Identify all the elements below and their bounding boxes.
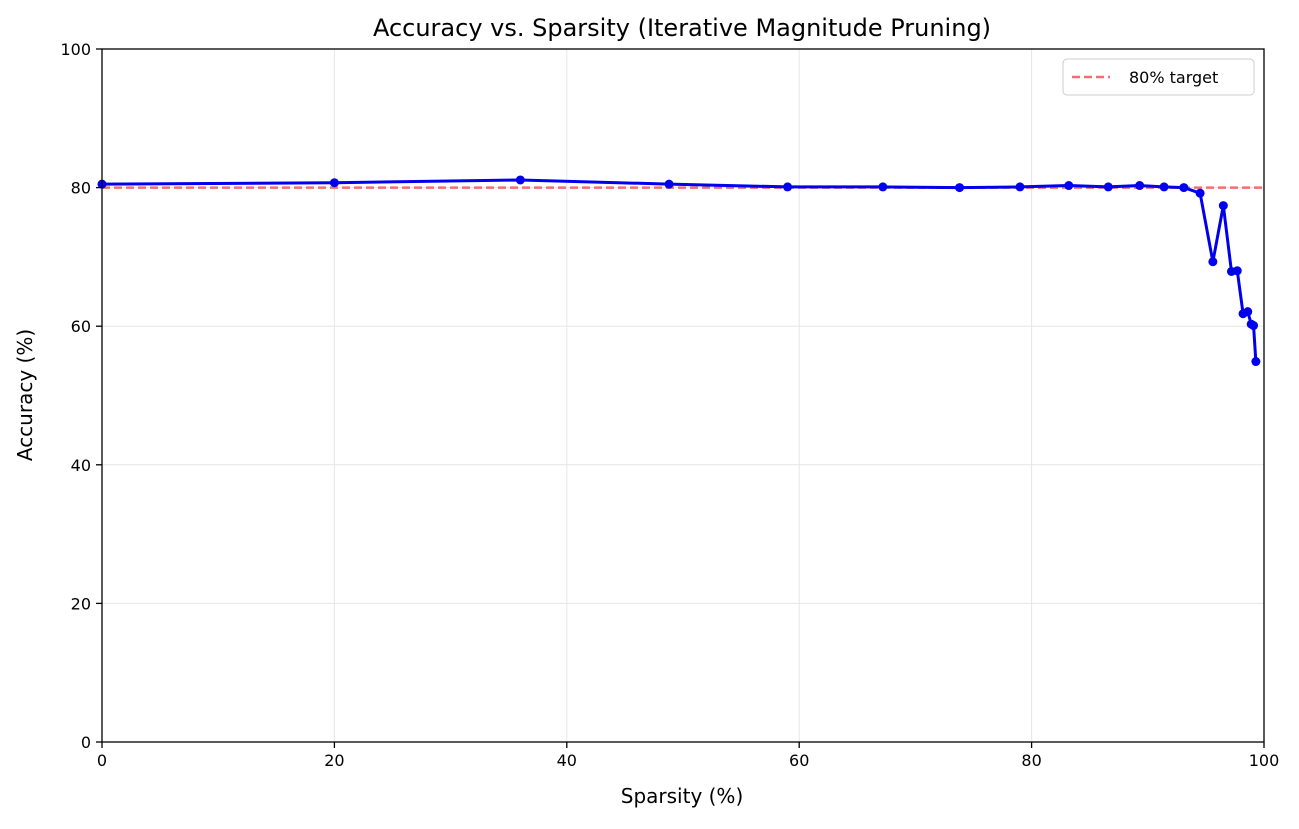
data-point — [1208, 257, 1218, 267]
legend-label: 80% target — [1129, 68, 1218, 87]
data-point — [1103, 182, 1113, 192]
legend-box — [1062, 58, 1255, 96]
y-tick-label: 0 — [81, 733, 91, 752]
plot-frame — [101, 48, 1265, 743]
y-tick-label: 20 — [71, 594, 91, 613]
x-tick-label: 100 — [1249, 751, 1280, 770]
data-point — [1015, 182, 1025, 192]
data-point — [1218, 201, 1228, 211]
data-point — [1195, 188, 1205, 198]
y-tick-label: 100 — [60, 40, 91, 59]
legend: 80% target — [1062, 58, 1255, 96]
x-tick-label: 80 — [1021, 751, 1041, 770]
data-point — [955, 183, 965, 193]
data-point — [1249, 321, 1259, 331]
data-point — [329, 178, 339, 188]
data-point — [1232, 266, 1242, 276]
y-tick-label: 60 — [71, 317, 91, 336]
y-axis-label: Accuracy (%) — [13, 329, 37, 461]
y-tick-label: 40 — [71, 456, 91, 475]
data-point — [878, 182, 888, 192]
data-point — [1135, 181, 1145, 191]
chart-title: Accuracy vs. Sparsity (Iterative Magnitu… — [373, 14, 991, 42]
data-point — [664, 179, 674, 189]
data-point — [1064, 181, 1074, 191]
x-tick-label: 60 — [789, 751, 809, 770]
data-point — [515, 175, 525, 185]
axes: 0 20 40 60 80 100 0 20 40 60 80 100 — [60, 40, 1279, 770]
x-tick-label: 20 — [324, 751, 344, 770]
data-point — [783, 182, 793, 192]
x-axis-label: Sparsity (%) — [621, 784, 744, 808]
x-tick-label: 0 — [97, 751, 107, 770]
data-point — [1179, 183, 1189, 193]
x-tick-label: 40 — [557, 751, 577, 770]
data-point — [1251, 357, 1261, 367]
data-point — [1159, 182, 1169, 192]
data-point — [1243, 307, 1253, 317]
y-tick-label: 80 — [71, 179, 91, 198]
